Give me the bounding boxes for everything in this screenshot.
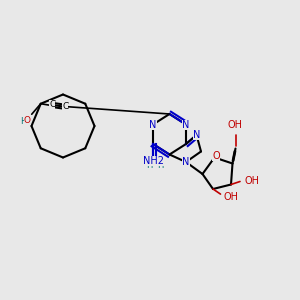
Text: N: N bbox=[193, 130, 200, 140]
Text: O: O bbox=[24, 116, 31, 125]
Text: O: O bbox=[212, 151, 220, 161]
Text: N: N bbox=[149, 119, 157, 130]
Text: C: C bbox=[62, 102, 68, 111]
Text: H: H bbox=[20, 117, 26, 126]
Text: NH2: NH2 bbox=[142, 155, 164, 166]
Text: OH: OH bbox=[228, 120, 243, 130]
Text: N: N bbox=[182, 119, 190, 130]
Text: H: H bbox=[146, 161, 153, 170]
Text: N: N bbox=[182, 157, 190, 167]
Text: OH: OH bbox=[244, 176, 260, 187]
Text: H: H bbox=[158, 161, 164, 170]
Text: OH: OH bbox=[224, 191, 238, 202]
Text: C: C bbox=[49, 100, 55, 109]
